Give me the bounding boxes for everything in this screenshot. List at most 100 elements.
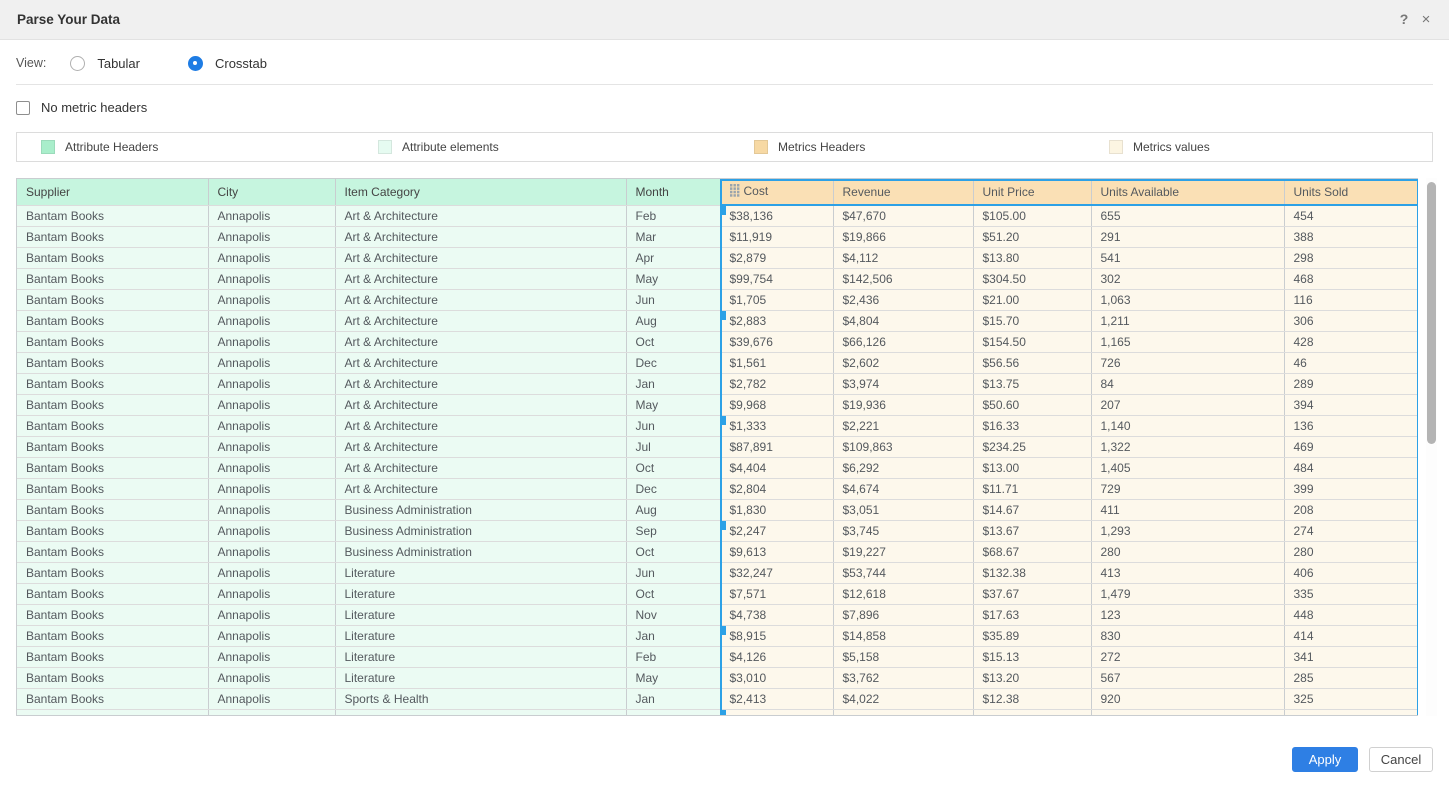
supplier-cell: Bantam Books <box>17 331 209 353</box>
color-legend: Attribute Headers Attribute elements Met… <box>16 132 1433 162</box>
radio-tabular[interactable] <box>70 55 86 71</box>
month-cell: Mar <box>626 226 721 248</box>
header-row: Supplier City Item Category Month Cost R… <box>17 179 1418 206</box>
revenue-cell: $3,974 <box>833 373 974 395</box>
column-header-item-category[interactable]: Item Category <box>335 179 627 206</box>
revenue-cell: $4,674 <box>833 478 974 500</box>
radio-crosstab[interactable] <box>187 55 203 71</box>
unit-price-cell: $17.63 <box>973 604 1092 626</box>
column-header-supplier[interactable]: Supplier <box>17 179 209 206</box>
month-cell: Aug <box>626 499 721 521</box>
table-row: Bantam Books Annapolis Art & Architectur… <box>17 268 1418 290</box>
units-available-cell: 729 <box>1091 478 1285 500</box>
units-sold-cell: 337 <box>1284 709 1418 715</box>
supplier-cell: Bantam Books <box>17 688 209 710</box>
supplier-cell: Bantam Books <box>17 415 209 437</box>
column-header-cost[interactable]: Cost <box>720 179 834 206</box>
dialog-titlebar: Parse Your Data ? × <box>0 0 1449 40</box>
cost-cell: $9,968 <box>720 394 834 416</box>
cancel-button[interactable]: Cancel <box>1369 747 1433 772</box>
revenue-cell: $3,051 <box>833 499 974 521</box>
cost-cell: $1,561 <box>720 352 834 374</box>
supplier-cell: Bantam Books <box>17 205 209 227</box>
supplier-cell: Bantam Books <box>17 226 209 248</box>
item-category-cell: Art & Architecture <box>335 289 627 311</box>
item-category-cell: Art & Architecture <box>335 457 627 479</box>
units-sold-cell: 285 <box>1284 667 1418 689</box>
month-cell: Oct <box>626 331 721 353</box>
item-category-cell: Art & Architecture <box>335 268 627 290</box>
help-icon[interactable]: ? <box>1399 11 1409 27</box>
city-cell: Annapolis <box>208 562 336 584</box>
supplier-cell: Bantam Books <box>17 520 209 542</box>
units-sold-cell: 274 <box>1284 520 1418 542</box>
column-header-month[interactable]: Month <box>626 179 721 206</box>
no-metric-headers-checkbox[interactable] <box>16 100 30 115</box>
item-category-cell: Literature <box>335 646 627 668</box>
table-row: Bantam Books Annapolis Literature Feb $4… <box>17 646 1418 668</box>
cost-cell: $1,333 <box>720 415 834 437</box>
close-icon[interactable]: × <box>1421 11 1431 28</box>
unit-price-cell: $14.67 <box>973 499 1092 521</box>
city-cell: Annapolis <box>208 457 336 479</box>
month-cell: May <box>626 394 721 416</box>
units-sold-cell: 280 <box>1284 541 1418 563</box>
revenue-cell: $4,112 <box>833 247 974 269</box>
scrollbar-thumb[interactable] <box>1427 182 1436 444</box>
vertical-scrollbar[interactable] <box>1426 178 1437 716</box>
unit-price-cell: $51.20 <box>973 226 1092 248</box>
table-row: Bantam Books Annapolis Business Administ… <box>17 541 1418 563</box>
unit-price-cell: $304.50 <box>973 268 1092 290</box>
no-metric-headers-option[interactable]: No metric headers <box>16 100 147 115</box>
units-sold-cell: 484 <box>1284 457 1418 479</box>
item-category-cell: Art & Architecture <box>335 394 627 416</box>
unit-price-cell: $16.33 <box>973 415 1092 437</box>
revenue-cell: $2,602 <box>833 352 974 374</box>
item-category-cell: Business Administration <box>335 499 627 521</box>
month-cell: Apr <box>626 247 721 269</box>
supplier-cell: Bantam Books <box>17 457 209 479</box>
cost-cell: $1,705 <box>720 289 834 311</box>
units-sold-cell: 448 <box>1284 604 1418 626</box>
column-header-city[interactable]: City <box>208 179 336 206</box>
unit-price-cell: $13.20 <box>973 667 1092 689</box>
supplier-cell: Bantam Books <box>17 667 209 689</box>
view-option-tabular[interactable]: Tabular <box>70 55 140 71</box>
units-sold-cell: 335 <box>1284 583 1418 605</box>
units-available-cell: 1,291 <box>1091 709 1285 715</box>
column-header-revenue[interactable]: Revenue <box>833 179 974 206</box>
unit-price-cell: $13.00 <box>973 457 1092 479</box>
attribute-headers-swatch <box>41 140 55 154</box>
cost-cell: $2,879 <box>720 247 834 269</box>
column-header-units-sold[interactable]: Units Sold <box>1284 179 1418 206</box>
unit-price-cell: $12.38 <box>973 688 1092 710</box>
supplier-cell: Bantam Books <box>17 394 209 416</box>
table-row: Bantam Books Annapolis Art & Architectur… <box>17 205 1418 227</box>
cost-cell: $2,413 <box>720 688 834 710</box>
table-row: Bantam Books Annapolis Sports & Health J… <box>17 688 1418 710</box>
supplier-cell: Bantam Books <box>17 604 209 626</box>
view-option-crosstab[interactable]: Crosstab <box>187 55 267 71</box>
units-available-cell: 302 <box>1091 268 1285 290</box>
revenue-cell: $6,292 <box>833 457 974 479</box>
metrics-values-swatch <box>1109 140 1123 154</box>
supplier-cell: Bantam Books <box>17 625 209 647</box>
units-sold-cell: 208 <box>1284 499 1418 521</box>
column-header-unit-price[interactable]: Unit Price <box>973 179 1092 206</box>
units-available-cell: 1,322 <box>1091 436 1285 458</box>
city-cell: Annapolis <box>208 436 336 458</box>
view-label: View: <box>16 56 47 70</box>
table-row: Bantam Books Annapolis Literature Jun $3… <box>17 562 1418 584</box>
units-sold-cell: 341 <box>1284 646 1418 668</box>
table-row: Bantam Books Annapolis Literature May $3… <box>17 667 1418 689</box>
city-cell: Annapolis <box>208 478 336 500</box>
unit-price-cell: $234.25 <box>973 436 1092 458</box>
column-header-units-available[interactable]: Units Available <box>1091 179 1285 206</box>
item-category-cell: Literature <box>335 667 627 689</box>
table-row: Bantam Books Annapolis Art & Architectur… <box>17 457 1418 479</box>
supplier-cell: Bantam Books <box>17 583 209 605</box>
apply-button[interactable]: Apply <box>1292 747 1358 772</box>
cost-cell: $4,404 <box>720 457 834 479</box>
view-selector: View: Tabular Crosstab <box>16 52 315 74</box>
